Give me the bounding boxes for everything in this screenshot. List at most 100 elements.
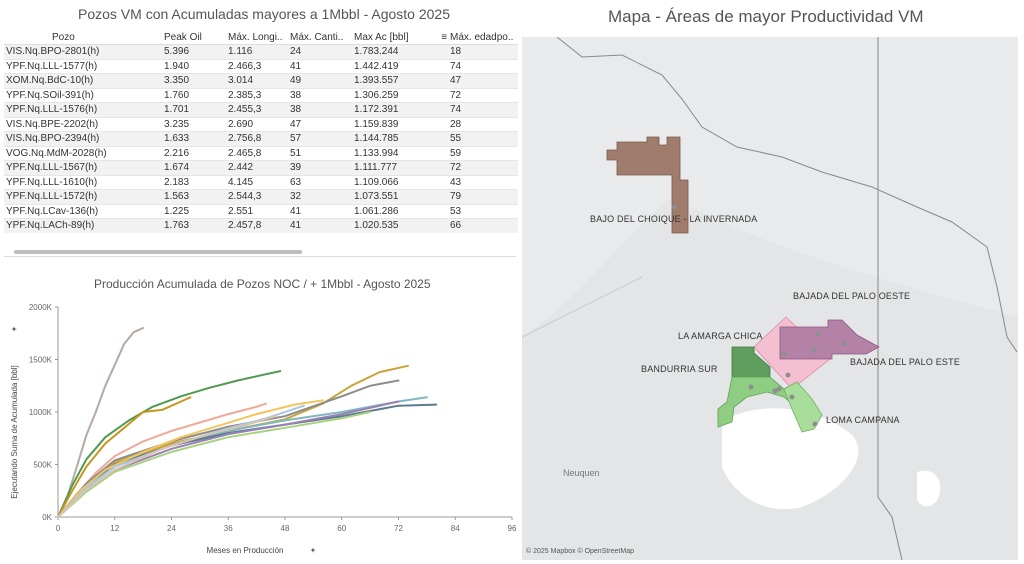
x-tick-label: 24 (167, 524, 176, 533)
cell-pozo: VIS.Nq.BPO-2394(h) (4, 131, 162, 146)
cell-peak-oil: 3.235 (162, 116, 226, 132)
well-dots[interactable] (671, 204, 847, 427)
cell-peak-oil: 1.940 (162, 58, 226, 74)
cell-pozo: YPF.Nq.LLL-1577(h) (4, 58, 162, 74)
area-bajada-del-palo-este[interactable] (779, 319, 880, 360)
series-line-11[interactable] (57, 399, 324, 518)
cell-max-longitud: 2.756,8 (226, 131, 288, 146)
table-header-row: Pozo Peak Oil Máx. Longi.. Máx. Canti.. … (4, 30, 518, 45)
cell-peak-oil: 1.633 (162, 131, 226, 146)
x-tick-label: 0 (56, 524, 61, 533)
table-row[interactable]: YPF.Nq.SOil-391(h) 1.760 2.385,3 38 1.306.25… (4, 87, 518, 103)
table-row[interactable]: YPF.Nq.LLL-1572(h) 1.563 2.544,3 32 1.073.55… (4, 189, 518, 204)
cell-max-edad: 18 (448, 44, 518, 59)
cell-max-ac: 1.306.259 (352, 87, 448, 103)
table-row[interactable]: YPF.Nq.LCav-136(h) 1.225 2.551 41 1.061.286 5… (4, 203, 518, 219)
y-tick-label: 1500K (29, 356, 53, 365)
cell-max-cantidad: 51 (288, 145, 352, 161)
table-row[interactable]: VOG.Nq.MdM-2028(h) 2.216 2.465,8 51 1.133.99… (4, 145, 518, 161)
cell-max-longitud: 2.442 (226, 160, 288, 175)
cell-max-longitud: 4.145 (226, 174, 288, 190)
cell-max-ac: 1.111.777 (352, 160, 448, 175)
cell-max-edad: 47 (448, 73, 518, 88)
series-line-6[interactable] (57, 379, 400, 518)
divider (4, 256, 516, 257)
chart-title: Producción Acumulada de Pozos NOC / + 1M… (94, 277, 431, 291)
series-line-9[interactable] (57, 400, 400, 518)
table-row[interactable]: VIS.Nq.BPE-2202(h) 3.235 2.690 47 1.159.839 2… (4, 116, 518, 132)
cell-pozo: YPF.Nq.LLL-1610(h) (4, 174, 162, 190)
cell-max-edad: 66 (448, 218, 518, 233)
table-row[interactable]: VIS.Nq.BPO-2801(h) 5.396 1.116 24 1.783.244 1… (4, 44, 518, 59)
map-svg[interactable] (522, 37, 1018, 560)
table-row[interactable]: VIS.Nq.BPO-2394(h) 1.633 2.756,8 57 1.144.78… (4, 131, 518, 146)
cell-max-cantidad: 38 (288, 87, 352, 103)
cell-peak-oil: 1.763 (162, 218, 226, 233)
column-header-max-cantidad[interactable]: Máx. Canti.. (288, 30, 352, 45)
table-title: Pozos VM con Acumuladas mayores a 1Mbbl … (78, 6, 450, 22)
series-line-1[interactable] (57, 327, 145, 518)
cell-max-edad: 72 (448, 87, 518, 103)
cell-max-edad: 55 (448, 131, 518, 146)
table-row[interactable]: YPF.Nq.LLL-1577(h) 1.940 2.466,3 41 1.442.41… (4, 58, 518, 74)
x-tick-label: 36 (224, 524, 233, 533)
cell-max-longitud: 2.466,3 (226, 58, 288, 74)
boundary-line (877, 37, 903, 560)
y-axis-label: Ejecutando Suma de Acumulada [bbl] (10, 365, 19, 498)
column-header-max-longitud[interactable]: Máx. Longi.. (226, 30, 288, 45)
cell-pozo: VOG.Nq.MdM-2028(h) (4, 145, 162, 161)
series-line-4[interactable] (57, 364, 409, 518)
cell-max-edad: 59 (448, 145, 518, 161)
cell-max-ac: 1.109.066 (352, 174, 448, 190)
column-header-pozo[interactable]: Pozo (4, 30, 162, 45)
cell-max-edad: 72 (448, 160, 518, 175)
wells-table[interactable]: Pozo Peak Oil Máx. Longi.. Máx. Canti.. … (4, 30, 518, 233)
cell-max-edad: 53 (448, 203, 518, 219)
table-row[interactable]: XOM.Nq.BdC-10(h) 3.350 3.014 49 1.393.557 47 (4, 73, 518, 88)
cell-max-cantidad: 49 (288, 73, 352, 88)
table-row[interactable]: YPF.Nq.LLL-1610(h) 2.183 4.145 63 1.109.066 4… (4, 174, 518, 190)
cell-max-ac: 1.393.557 (352, 73, 448, 88)
boundary-line (556, 37, 1018, 353)
cell-max-cantidad: 41 (288, 203, 352, 219)
cell-max-cantidad: 41 (288, 58, 352, 74)
map-label-bandurria-sur: BANDURRIA SUR (641, 364, 718, 374)
cell-max-longitud: 1.116 (226, 44, 288, 59)
column-header-max-ac[interactable]: Max Ac [bbl] ≡ (352, 30, 448, 45)
y-tick-label: 2000K (29, 303, 53, 312)
series-line-13[interactable] (57, 415, 277, 518)
series-line-2[interactable] (57, 370, 282, 518)
column-header-peak-oil[interactable]: Peak Oil (162, 30, 226, 45)
column-header-max-edad[interactable]: Máx. edadpo.. (448, 30, 518, 45)
table-horizontal-scrollbar[interactable] (14, 250, 302, 254)
cell-max-ac: 1.144.785 (352, 131, 448, 146)
x-axis-label: Meses en Producción (207, 546, 284, 555)
pin-icon[interactable]: ✦ (10, 325, 19, 332)
area-loma-campana[interactable] (783, 381, 823, 433)
sort-descending-icon[interactable]: ≡ (441, 31, 448, 43)
x-tick-label: 84 (451, 524, 460, 533)
y-tick-label: 1000K (29, 408, 53, 417)
cell-max-ac: 1.172.391 (352, 102, 448, 117)
lake-shape (722, 408, 859, 510)
cell-max-longitud: 2.544,3 (226, 189, 288, 204)
table-row[interactable]: YPF.Nq.LLL-1576(h) 1.701 2.455,3 38 1.172.39… (4, 102, 518, 117)
map-label-city: Neuquen (563, 468, 600, 478)
map-label-bajada-del-palo-oeste: BAJADA DEL PALO OESTE (793, 291, 911, 301)
cell-max-ac: 1.073.551 (352, 189, 448, 204)
table-row[interactable]: YPF.Nq.LLL-1567(h) 1.674 2.442 39 1.111.777 7… (4, 160, 518, 175)
cell-max-longitud: 3.014 (226, 73, 288, 88)
series-line-10[interactable] (57, 411, 372, 518)
area-bajo-del-choique[interactable] (606, 136, 689, 234)
pin-icon[interactable]: ✦ (310, 546, 317, 555)
cell-pozo: VIS.Nq.BPO-2801(h) (4, 44, 162, 59)
cell-max-edad: 43 (448, 174, 518, 190)
cell-max-cantidad: 32 (288, 189, 352, 204)
cell-peak-oil: 1.563 (162, 189, 226, 204)
cell-peak-oil: 1.674 (162, 160, 226, 175)
table-row[interactable]: YPF.Nq.LACh-89(h) 1.763 2.457,8 41 1.020.535… (4, 218, 518, 233)
cell-max-longitud: 2.457,8 (226, 218, 288, 233)
map-canvas[interactable] (522, 37, 1018, 560)
series-line-3[interactable] (57, 396, 192, 518)
cell-max-cantidad: 63 (288, 174, 352, 190)
